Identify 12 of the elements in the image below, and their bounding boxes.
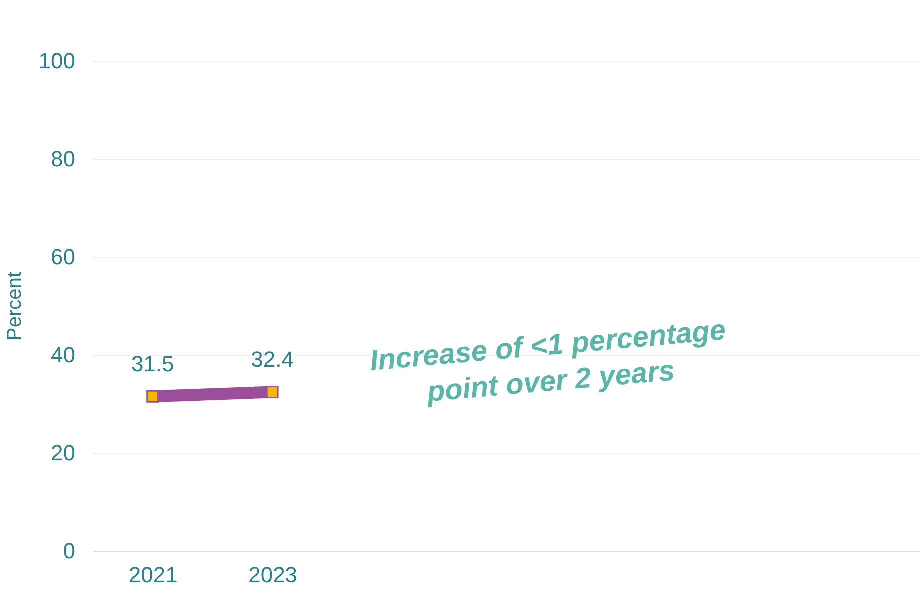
y-tick-label: 20 (51, 440, 76, 466)
y-tick-label: 40 (51, 342, 76, 368)
y-tick-label: 60 (51, 244, 76, 270)
y-tick-label: 80 (51, 146, 76, 172)
data-label: 31.5 (131, 352, 174, 377)
y-tick-label: 0 (63, 538, 76, 564)
y-axis-title: Percent (4, 272, 26, 341)
annotation: Increase of <1 percentage point over 2 years (368, 314, 728, 409)
data-label: 32.4 (251, 347, 294, 372)
x-tick-label: 2021 (128, 562, 178, 588)
x-tick-label: 2023 (248, 562, 298, 588)
y-tick-label: 100 (38, 48, 76, 74)
